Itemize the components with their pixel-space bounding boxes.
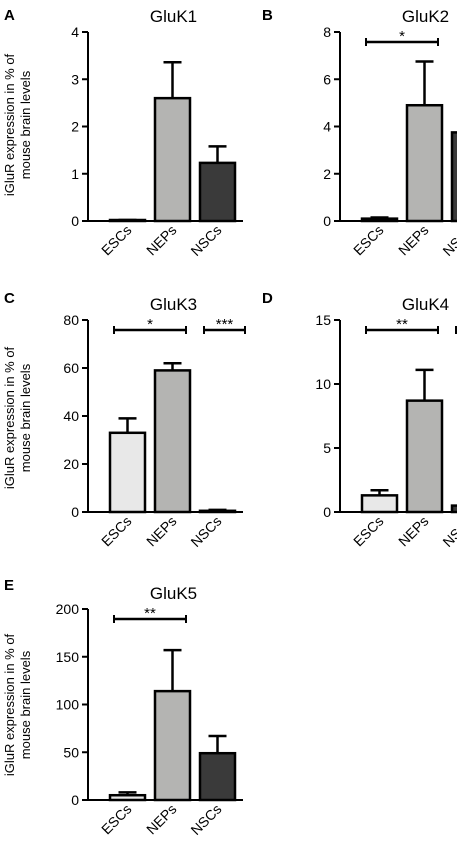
chart-title: GluK2 <box>402 7 449 26</box>
x-tick-label: NEPs <box>143 801 180 838</box>
ylabel-line2: mouse brain levels <box>18 70 33 179</box>
bar-nscs <box>198 751 237 802</box>
x-tick-label: ESCs <box>98 801 135 838</box>
x-tick-label: NSCs <box>187 222 224 259</box>
y-tick-label: 3 <box>71 71 79 87</box>
bar-escs <box>360 494 399 514</box>
significance-label: ** <box>144 605 156 622</box>
panel-letter: C <box>4 290 15 307</box>
bar-escs <box>108 431 147 514</box>
ylabel-line1: iGluR expression in % of <box>2 633 17 776</box>
y-tick-label: 40 <box>63 408 79 424</box>
ylabel-line1: iGluR expression in % of <box>2 346 17 489</box>
bar-neps <box>153 689 192 802</box>
bar-neps <box>405 399 444 514</box>
ylabel-line2: mouse brain levels <box>18 363 33 472</box>
y-tick-label: 150 <box>56 649 80 665</box>
bar-nscs <box>198 161 237 223</box>
y-axis-label-left-top: iGluR expression in % of mouse brain lev… <box>2 53 33 196</box>
bar-neps <box>153 96 192 223</box>
bar-nscs <box>450 504 457 514</box>
y-tick-label: 0 <box>71 213 79 229</box>
panel-letter: B <box>262 7 273 24</box>
x-tick-label: ESCs <box>98 222 135 259</box>
significance-label: ** <box>396 316 408 333</box>
ylabel-line2: mouse brain levels <box>18 650 33 759</box>
y-tick-label: 50 <box>63 744 79 760</box>
x-tick-label: NSCs <box>187 513 224 550</box>
y-tick-label: 60 <box>63 360 79 376</box>
panel-letter: D <box>262 290 273 307</box>
ylabel-line1: iGluR expression in % of <box>2 53 17 196</box>
x-tick-label: NEPs <box>395 513 432 550</box>
panel-letter: A <box>4 7 15 24</box>
panel-letter: E <box>4 577 14 594</box>
y-axis-label-left-bottom: iGluR expression in % of mouse brain lev… <box>2 633 33 776</box>
panel-a: A GluK1 0 1 2 3 4 ESCs NEPs NSCs <box>4 7 243 259</box>
x-tick-label: ESCs <box>350 222 387 259</box>
y-tick-label: 10 <box>315 376 331 392</box>
significance-label: * <box>399 28 405 45</box>
bar-neps <box>153 369 192 514</box>
y-tick-label: 1 <box>71 166 79 182</box>
y-tick-label: 0 <box>71 504 79 520</box>
chart-title: GluK1 <box>150 7 197 26</box>
bar-neps <box>405 103 444 223</box>
x-tick-label: NSCs <box>439 513 457 550</box>
x-tick-label: NEPs <box>143 222 180 259</box>
chart-title: GluK5 <box>150 584 197 603</box>
x-tick-label: NEPs <box>395 222 432 259</box>
y-tick-label: 8 <box>323 24 331 40</box>
panel-e: E GluK5 0 50 100 150 200 ESCs NEPs NSCs ** <box>4 577 243 838</box>
y-tick-label: 0 <box>323 213 331 229</box>
y-tick-label: 0 <box>71 792 79 808</box>
y-tick-label: 15 <box>315 312 331 328</box>
y-tick-label: 6 <box>323 71 331 87</box>
chart-title: GluK3 <box>150 295 197 314</box>
y-tick-label: 100 <box>56 697 80 713</box>
x-tick-label: ESCs <box>98 513 135 550</box>
x-tick-label: NEPs <box>143 513 180 550</box>
bar-escs <box>108 793 147 802</box>
y-tick-label: 2 <box>71 119 79 135</box>
significance-label: * <box>147 316 153 333</box>
y-tick-label: 4 <box>71 24 79 40</box>
significance-label: *** <box>216 316 234 333</box>
y-tick-label: 5 <box>323 440 331 456</box>
y-tick-label: 80 <box>63 312 79 328</box>
y-tick-label: 2 <box>323 166 331 182</box>
y-tick-label: 4 <box>323 119 331 135</box>
panel-b: B GluK2 0 2 4 6 8 ESCs NEPs NSCs * <box>262 7 457 259</box>
x-tick-label: NSCs <box>187 801 224 838</box>
y-tick-label: 200 <box>56 601 80 617</box>
y-tick-label: 0 <box>323 504 331 520</box>
y-axis-label-left-middle: iGluR expression in % of mouse brain lev… <box>2 346 33 489</box>
x-tick-label: NSCs <box>439 222 457 259</box>
y-tick-label: 20 <box>63 456 79 472</box>
x-tick-label: ESCs <box>350 513 387 550</box>
bar-escs <box>360 217 399 223</box>
bar-nscs <box>450 131 457 223</box>
chart-title: GluK4 <box>402 295 449 314</box>
